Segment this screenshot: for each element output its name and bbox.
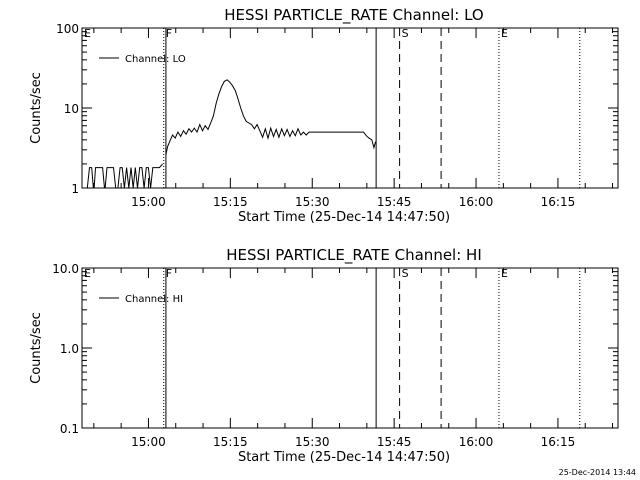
marker-label: E [501,267,508,280]
x-tick-label: 15:15 [213,435,248,449]
marker-label: F [166,267,172,280]
y-tick-label: 0.1 [60,422,79,436]
legend-label: Channel: LO [125,54,186,65]
series-line-1-segment-1 [86,163,163,188]
y-tick-label: 10.0 [52,262,79,276]
y-tick-label: 1.0 [60,342,79,356]
y-axis-label: Counts/sec [29,312,44,384]
y-tick-label: 100 [56,22,79,36]
chart-panel-1: HESSI PARTICLE_RATE Channel: LO Counts/se… [29,6,619,225]
marker-label: S [402,27,409,40]
y-tick-label: 10 [64,102,79,116]
x-axis-label: Start Time (25-Dec-14 14:47:50) [238,210,450,225]
y-axis-label: Counts/sec [29,72,44,144]
x-tick-label: 15:00 [131,435,166,449]
x-tick-label: 15:30 [295,195,330,209]
timestamp-stamp: 25-Dec-2014 13:44 [559,468,636,477]
y-tick-label: 1 [71,182,79,196]
x-tick-label: 16:15 [541,435,576,449]
x-tick-label: 15:00 [131,195,166,209]
x-tick-label: 15:45 [377,435,412,449]
marker-label: F [166,27,172,40]
marker-label: S [402,267,409,280]
x-tick-label: 15:45 [377,195,412,209]
plot-frame [81,267,619,429]
x-axis-label: Start Time (25-Dec-14 14:47:50) [238,450,450,465]
marker-label: E [84,27,91,40]
x-tick-label: 15:30 [295,435,330,449]
x-tick-label: 16:15 [541,195,576,209]
x-tick-label: 16:00 [459,435,494,449]
chart-title: HESSI PARTICLE_RATE Channel: HI [226,246,482,265]
chart-title: HESSI PARTICLE_RATE Channel: LO [224,6,483,25]
x-tick-label: 15:15 [213,195,248,209]
marker-label: E [84,267,91,280]
chart-panel-2: HESSI PARTICLE_RATE Channel: HI Counts/se… [29,246,619,465]
x-tick-label: 16:00 [459,195,494,209]
legend-label: Channel: HI [125,294,183,305]
series-line-1-segment-2 [165,79,377,155]
marker-label: E [501,27,508,40]
